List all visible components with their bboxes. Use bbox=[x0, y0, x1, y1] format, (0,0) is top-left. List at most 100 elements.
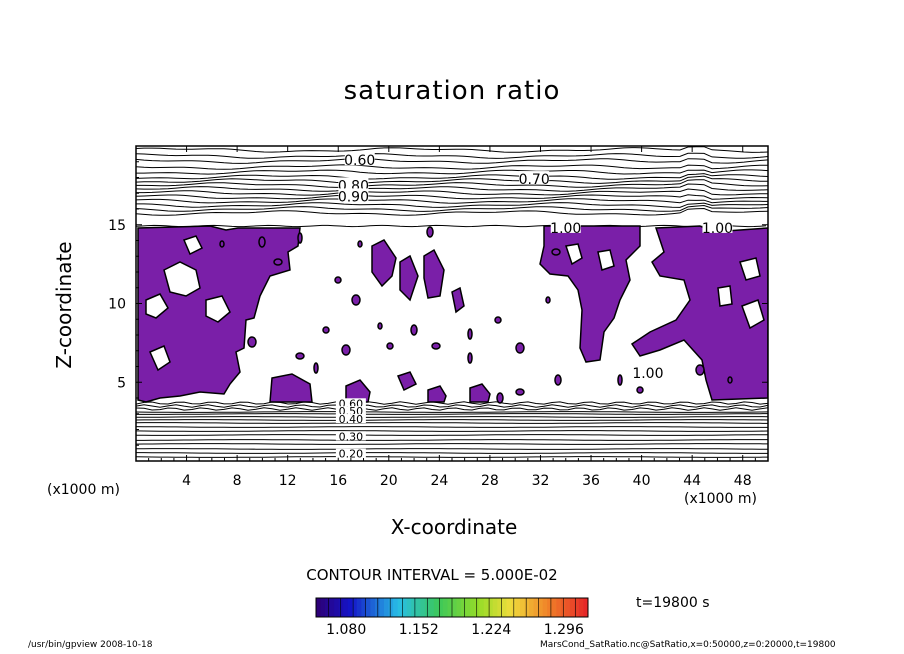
x-tick-label: 40 bbox=[633, 473, 651, 489]
x-tick-label: 28 bbox=[481, 473, 499, 489]
upper-contour-line bbox=[136, 207, 768, 216]
colorbar-segment bbox=[506, 598, 512, 617]
filled-region-right bbox=[630, 225, 768, 401]
filled-speckle bbox=[410, 324, 418, 336]
filled-blob-center-5 bbox=[269, 373, 313, 403]
supersaturation-regions bbox=[137, 225, 768, 404]
lower-contour-line bbox=[136, 411, 768, 413]
y-axis-ticks: 5 10 15 bbox=[108, 161, 768, 446]
contour-label: 1.00 bbox=[550, 221, 581, 237]
x-tick-label: 36 bbox=[582, 473, 600, 489]
colorbar-segment bbox=[547, 598, 553, 617]
colorbar-segment bbox=[420, 598, 426, 617]
colorbar-segment bbox=[334, 598, 340, 617]
white-patch-rc-2 bbox=[597, 249, 615, 271]
filled-speckle bbox=[695, 364, 705, 376]
colorbar-segment bbox=[488, 598, 494, 617]
upper-contour-line bbox=[136, 198, 768, 204]
colorbar-segment bbox=[538, 598, 544, 617]
filled-speckle bbox=[617, 374, 623, 386]
colorbar-segment bbox=[347, 598, 353, 617]
contour-label-bg bbox=[550, 219, 581, 233]
filled-speckle bbox=[636, 386, 644, 394]
colorbar-segment bbox=[361, 598, 367, 617]
colorbar-segment bbox=[388, 598, 394, 617]
x-tick-label: 48 bbox=[734, 473, 752, 489]
upper-contour-line bbox=[136, 202, 768, 208]
colorbar-segment bbox=[325, 598, 331, 617]
colorbar-segment bbox=[501, 598, 507, 617]
white-patch-left-5 bbox=[182, 235, 204, 256]
upper-contour-line bbox=[136, 152, 768, 159]
x-axis-label-wrap: X-coordinate bbox=[0, 515, 904, 539]
lower-contour-line bbox=[136, 434, 768, 436]
lower-contour-line bbox=[136, 413, 768, 415]
contour-label: 0.30 bbox=[339, 430, 364, 443]
colorbar-segment bbox=[442, 598, 448, 617]
x-tick-label: 20 bbox=[380, 473, 398, 489]
contour-label-bg bbox=[702, 219, 733, 233]
filled-speckles bbox=[219, 226, 733, 404]
colorbar-segment bbox=[515, 598, 521, 617]
colorbar-segment bbox=[338, 598, 344, 617]
colorbar-segment bbox=[374, 598, 380, 617]
colorbar-segment bbox=[447, 598, 453, 617]
contour-label-bg bbox=[338, 177, 369, 191]
colorbar-segment bbox=[474, 598, 480, 617]
white-patch-left-1 bbox=[163, 261, 201, 297]
filled-speckle bbox=[219, 240, 225, 248]
y-axis-label: Z-coordinate bbox=[52, 241, 76, 369]
colorbar-segment bbox=[402, 598, 408, 617]
x-tick-label: 16 bbox=[329, 473, 347, 489]
filled-speckle bbox=[554, 374, 562, 386]
upper-contour-line bbox=[136, 175, 768, 184]
lower-contour-line bbox=[136, 422, 768, 424]
filled-speckle bbox=[297, 232, 303, 244]
colorbar-tick-label: 1.224 bbox=[471, 622, 511, 638]
filled-speckle bbox=[258, 236, 266, 248]
filled-speckle bbox=[515, 342, 525, 354]
lower-contour-line bbox=[136, 456, 768, 458]
colorbar-segment bbox=[343, 598, 349, 617]
colorbar-tick-label: 1.296 bbox=[544, 622, 584, 638]
filled-speckle bbox=[273, 258, 283, 266]
contour-label-bg bbox=[335, 398, 366, 408]
x-tick-label: 4 bbox=[182, 473, 191, 489]
x-axis-label: X-coordinate bbox=[390, 515, 518, 539]
filled-blob-center-1 bbox=[371, 239, 397, 288]
white-patch-rc-1 bbox=[565, 243, 583, 266]
filled-blob-center-7 bbox=[427, 385, 447, 403]
upper-contour-line bbox=[136, 146, 768, 153]
filled-blob-center-2 bbox=[399, 254, 419, 302]
colorbar-segment bbox=[320, 598, 326, 617]
y-tick-label: 10 bbox=[108, 297, 126, 313]
filled-speckle bbox=[727, 376, 733, 384]
colorbar-segment bbox=[411, 598, 417, 617]
filled-blob-center-9 bbox=[396, 371, 418, 392]
white-patch-right-3 bbox=[717, 285, 733, 307]
filled-speckle bbox=[494, 316, 502, 324]
filled-speckle bbox=[496, 392, 504, 404]
upper-contour-line bbox=[136, 188, 768, 196]
lower-contour-line bbox=[136, 448, 768, 450]
upper-contour-lines bbox=[136, 146, 768, 228]
lower-contour-line bbox=[136, 452, 768, 454]
upper-contour-line bbox=[136, 204, 768, 212]
x-tick-label: 44 bbox=[683, 473, 701, 489]
filled-blob-center-3 bbox=[423, 248, 445, 299]
filled-speckle bbox=[334, 276, 342, 284]
colorbar-segment bbox=[510, 598, 516, 617]
colorbar-tick-label: 1.080 bbox=[326, 622, 366, 638]
footer-right: MarsCond_SatRatio.nc@SatRatio,x=0:50000,… bbox=[540, 640, 836, 650]
upper-contour-line bbox=[136, 158, 768, 164]
white-patch-left-2 bbox=[145, 293, 169, 319]
filled-speckle bbox=[247, 336, 257, 348]
filled-speckle bbox=[467, 352, 473, 364]
x-axis-ticks: 4 8 12 16 20 24 28 32 36 40 44 48 bbox=[148, 146, 756, 489]
x-unit-left: (x1000 m) bbox=[47, 482, 120, 498]
upper-contour-line bbox=[136, 183, 768, 192]
lower-contour-line bbox=[136, 419, 768, 421]
time-label: t=19800 s bbox=[636, 595, 710, 611]
colorbar-segment bbox=[578, 598, 584, 617]
